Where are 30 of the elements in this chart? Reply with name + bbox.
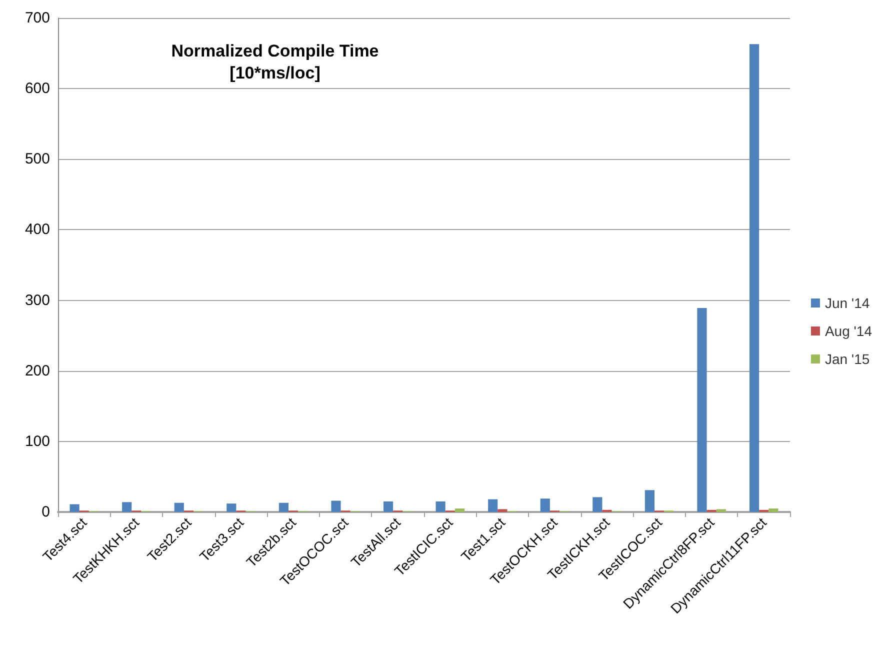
bar — [454, 508, 465, 512]
y-tick-label: 400 — [24, 221, 50, 238]
bar — [278, 502, 288, 512]
bar — [498, 509, 508, 512]
bar — [122, 502, 132, 512]
y-tick-label: 0 — [42, 504, 50, 520]
y-tick-label: 500 — [24, 150, 50, 168]
y-tick-label: 300 — [24, 292, 50, 309]
y-tick-label: 200 — [24, 362, 50, 380]
y-tick-label: 600 — [24, 80, 50, 98]
bar — [331, 500, 341, 512]
y-tick-label: 700 — [24, 10, 50, 26]
bar — [174, 502, 184, 512]
bar — [697, 308, 707, 512]
bar — [716, 509, 726, 512]
legend-label: Jun '14 — [824, 295, 870, 311]
text: Normalized Compile Time [10*ms/loc] — [171, 42, 379, 82]
bar — [644, 490, 654, 512]
bar — [768, 508, 778, 512]
bar — [540, 498, 550, 512]
bar — [436, 501, 446, 512]
bar — [383, 501, 394, 512]
bar — [70, 504, 80, 512]
legend-label: Jan '15 — [824, 351, 870, 367]
bar — [592, 497, 602, 512]
legend-label: Aug '14 — [824, 323, 872, 339]
bar — [749, 44, 760, 512]
bar — [226, 504, 236, 512]
bar — [488, 499, 498, 512]
y-tick-label: 100 — [24, 432, 50, 450]
